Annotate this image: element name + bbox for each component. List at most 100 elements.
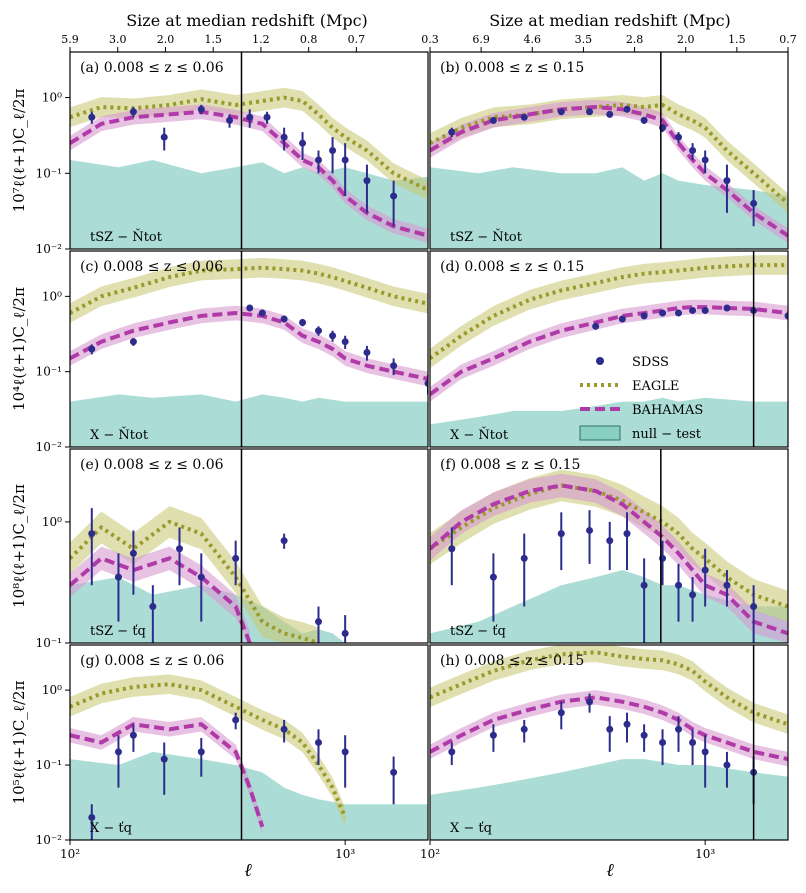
sdss-point: [114, 573, 122, 581]
y-tick-label: 10⁻²: [36, 833, 63, 847]
sdss-point: [606, 110, 614, 118]
sdss-point: [701, 306, 709, 314]
sdss-point: [341, 748, 349, 756]
sdss-point: [175, 545, 183, 553]
panel-c-plot: [70, 257, 428, 447]
sdss-point: [520, 725, 528, 733]
sdss-point: [689, 306, 697, 314]
sdss-point: [675, 309, 683, 317]
sdss-point: [88, 113, 96, 121]
sdss-point: [701, 156, 709, 164]
top-x-tick-label: 4.6: [524, 33, 542, 46]
sdss-point: [750, 199, 758, 207]
sdss-point: [606, 725, 614, 733]
sdss-point: [363, 348, 371, 356]
sdss-point: [448, 545, 456, 553]
sdss-point: [448, 128, 456, 136]
eagle-line: [70, 95, 428, 192]
sdss-point: [640, 581, 648, 589]
top-x-tick-label: 0.8: [300, 33, 318, 46]
panel-f: (f) 0.008 ≤ z ≤ 0.15 tSZ − ťq: [429, 448, 789, 644]
eagle-line: [430, 483, 788, 609]
y-tick-label: 10⁰: [42, 289, 62, 303]
bahamas-line: [430, 695, 788, 762]
sdss-point: [88, 813, 96, 821]
x-tick-label: 10²: [420, 847, 440, 861]
bahamas-line: [70, 722, 265, 828]
y-tick-label: 10⁻¹: [36, 636, 62, 650]
bahamas-band: [430, 473, 788, 643]
y-axis-label: 10⁴ℓ(ℓ+1)C_ℓ/2π: [10, 287, 28, 411]
panel-pair-label: tSZ − ťq: [90, 624, 146, 639]
panel-b-plot: [430, 95, 788, 249]
bahamas-line: [430, 483, 788, 636]
sdss-point: [675, 725, 683, 733]
panel-g-plot: [70, 674, 428, 840]
sdss-point: [280, 537, 288, 545]
sdss-point: [390, 362, 398, 370]
bahamas-band: [70, 305, 428, 387]
top-axis-title: Size at median redshift (Mpc): [126, 11, 368, 30]
sdss-point: [329, 147, 337, 154]
top-axis-title-right: Size at median redshift (Mpc): [489, 11, 731, 30]
sdss-point: [640, 116, 648, 124]
top-x-tick-label: 6.9: [472, 33, 490, 46]
sdss-point: [129, 549, 137, 557]
panel-pair-label: tSZ − Ňtot: [450, 228, 523, 245]
sdss-point: [160, 755, 168, 763]
sdss-point: [659, 309, 667, 317]
sdss-point: [197, 573, 205, 581]
legend-label-null: null − test: [632, 427, 702, 442]
sdss-point: [114, 748, 122, 756]
panel-frame: [429, 448, 789, 644]
panel-frame: [69, 448, 429, 644]
null-test-area: [430, 167, 788, 249]
sdss-point: [424, 379, 428, 387]
bahamas-band: [70, 546, 250, 643]
y-tick-label: 10⁻²: [36, 242, 63, 256]
sdss-point: [315, 327, 323, 335]
panel-frame: [69, 51, 429, 250]
sdss-point: [390, 768, 398, 776]
sdss-point: [263, 113, 271, 121]
legend-null-marker: [579, 425, 621, 441]
sdss-point: [448, 748, 456, 756]
sdss-point: [659, 739, 667, 746]
sdss-point: [299, 139, 307, 147]
sdss-point: [557, 530, 565, 538]
sdss-point: [226, 116, 234, 124]
sdss-point: [586, 108, 594, 116]
sdss-point: [520, 113, 528, 121]
top-x-tick-label: 0.7: [779, 33, 797, 46]
sdss-point: [280, 315, 288, 323]
eagle-band: [430, 645, 788, 735]
panel-pair-label: X − ťq: [90, 821, 132, 836]
x-tick-label: 10²: [60, 847, 80, 861]
sdss-point: [557, 108, 565, 116]
panel-d-plot: [430, 255, 788, 447]
x-tick-label: 10³: [695, 847, 715, 861]
panel-pair-label: X − ťq: [450, 821, 492, 836]
top-x-tick-label: 0.7: [348, 33, 366, 46]
sdss-point: [88, 530, 96, 538]
sdss-point: [149, 603, 157, 611]
top-x-tick-label: 2.0: [677, 33, 695, 46]
y-tick-label: 10⁰: [42, 683, 62, 697]
sdss-point: [489, 116, 497, 124]
sdss-point: [390, 192, 398, 200]
sdss-point: [640, 731, 648, 739]
sdss-point: [129, 731, 137, 739]
panel-h: (h) 0.008 ≤ z ≤ 0.15 X − ťq 10² 10³: [420, 644, 789, 861]
bahamas-line: [70, 556, 252, 643]
sdss-point: [618, 315, 626, 323]
sdss-point: [246, 304, 254, 312]
x-axis-label-left: ℓ: [244, 860, 252, 881]
panel-pair-label: X − Ňtot: [450, 426, 509, 443]
y-tick-label: 10⁰: [42, 91, 62, 105]
eagle-band: [70, 674, 346, 828]
sdss-point: [232, 716, 240, 724]
sdss-point: [299, 318, 307, 326]
eagle-line: [70, 682, 348, 819]
sdss-point: [701, 748, 709, 756]
